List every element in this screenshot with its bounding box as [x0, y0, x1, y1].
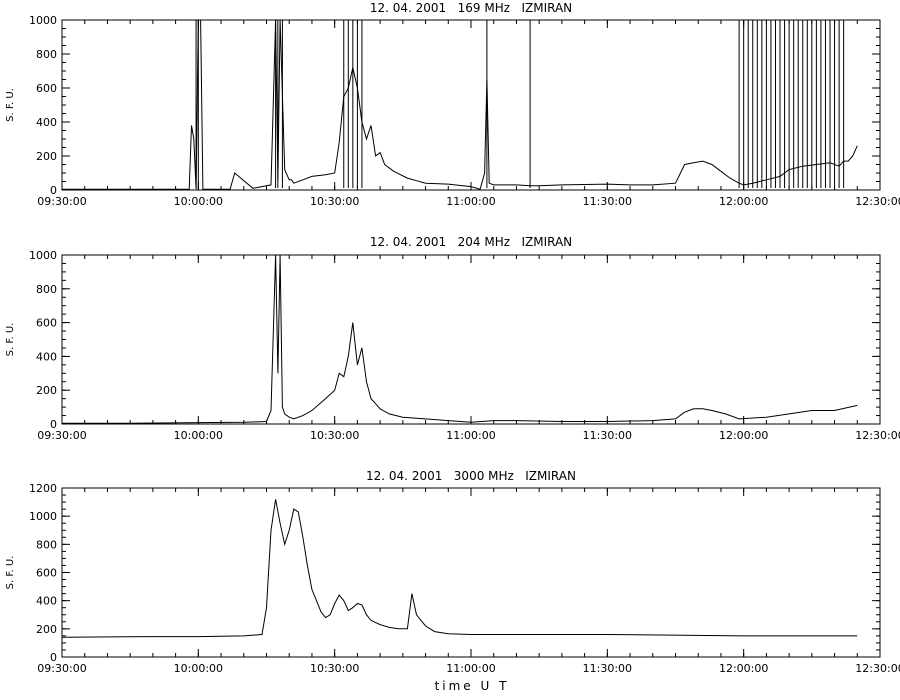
y-tick-label: 800 [36, 538, 57, 551]
y-tick-label: 800 [36, 283, 57, 296]
y-tick-label: 0 [50, 418, 57, 431]
y-tick-label: 200 [36, 150, 57, 163]
x-tick-label: 09:30:00 [37, 662, 86, 675]
y-tick-label: 400 [36, 116, 57, 129]
y-tick-label: 600 [36, 567, 57, 580]
x-tick-label: 09:30:00 [37, 429, 86, 442]
chart-panel-2: 12. 04. 2001 204 MHz IZMIRAN S. F. U. 0 200… [5, 235, 900, 442]
y-axis-label: S. F. U. [5, 556, 16, 590]
x-tick-label: 11:00:00 [446, 195, 495, 208]
plot-frame [61, 487, 881, 658]
x-tick-label: 12:00:00 [719, 195, 768, 208]
x-tick-label: 11:30:00 [583, 662, 632, 675]
series-line [62, 20, 858, 190]
chart-title: 12. 04. 2001 204 MHz IZMIRAN [370, 235, 572, 249]
chart-panel-1: 12. 04. 2001 169 MHz IZMIRAN S. F. U. 0 200… [5, 1, 900, 208]
y-tick-label: 1000 [29, 510, 57, 523]
series-line [62, 255, 858, 424]
y-tick-label: 1000 [29, 249, 57, 262]
y-tick-label: 0 [50, 651, 57, 664]
x-tick-label: 10:00:00 [174, 195, 223, 208]
x-tick-label: 11:00:00 [446, 662, 495, 675]
y-tick-label: 400 [36, 595, 57, 608]
y-tick-label: 0 [50, 184, 57, 197]
y-tick-label: 1200 [29, 482, 57, 495]
x-tick-label: 12:30:00 [855, 195, 900, 208]
x-axis-title: time U T [435, 679, 510, 693]
x-tick-label: 12:00:00 [719, 662, 768, 675]
y-tick-label: 200 [36, 384, 57, 397]
chart-title: 12. 04. 2001 3000 MHz IZMIRAN [366, 469, 576, 483]
y-axis-label: S. F. U. [5, 323, 16, 357]
y-tick-label: 800 [36, 48, 57, 61]
x-tick-label: 10:30:00 [310, 429, 359, 442]
x-tick-label: 09:30:00 [37, 195, 86, 208]
x-tick-label: 11:30:00 [583, 429, 632, 442]
y-tick-label: 400 [36, 350, 57, 363]
y-tick-label: 1000 [29, 14, 57, 27]
x-tick-label: 11:30:00 [583, 195, 632, 208]
plot-frame [61, 254, 881, 425]
y-axis-label: S. F. U. [5, 88, 16, 122]
x-tick-label: 10:30:00 [310, 195, 359, 208]
chart-title: 12. 04. 2001 169 MHz IZMIRAN [370, 1, 572, 15]
y-tick-label: 200 [36, 623, 57, 636]
chart-panel-3: 12. 04. 2001 3000 MHz IZMIRAN S. F. U. 0 20… [5, 469, 900, 675]
x-tick-label: 12:30:00 [855, 429, 900, 442]
x-tick-label: 12:00:00 [719, 429, 768, 442]
x-tick-label: 10:00:00 [174, 429, 223, 442]
y-tick-label: 600 [36, 82, 57, 95]
x-tick-label: 12:30:00 [855, 662, 900, 675]
x-tick-label: 11:00:00 [446, 429, 495, 442]
x-tick-label: 10:00:00 [174, 662, 223, 675]
series-line [62, 499, 858, 638]
y-tick-label: 600 [36, 317, 57, 330]
x-tick-label: 10:30:00 [310, 662, 359, 675]
